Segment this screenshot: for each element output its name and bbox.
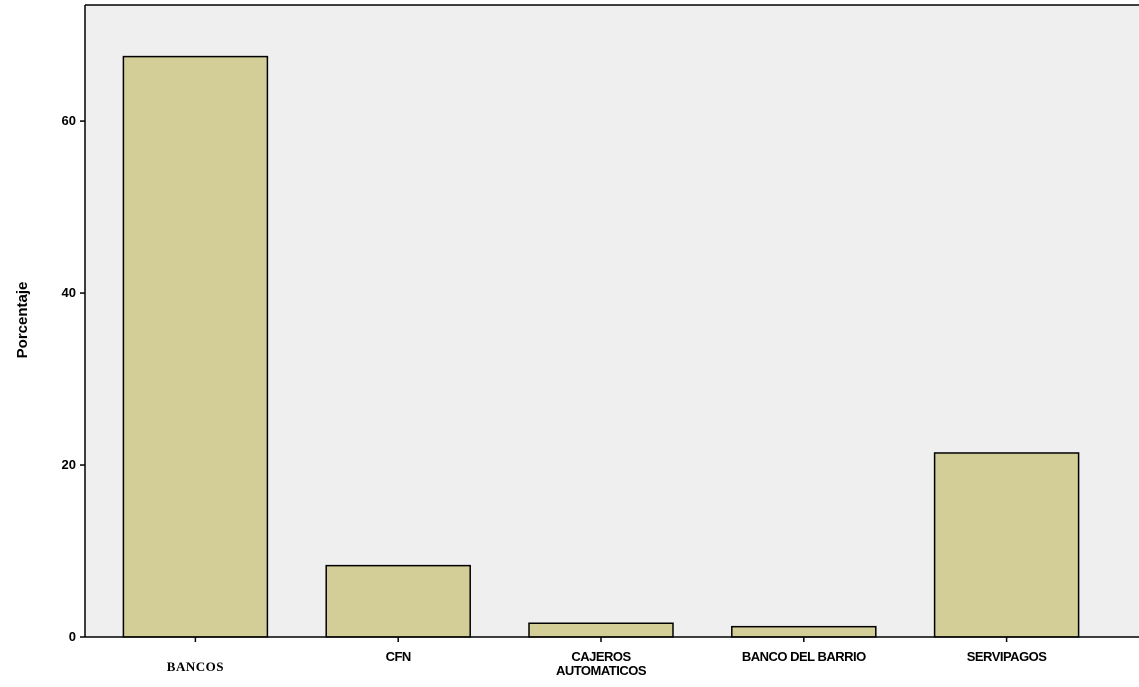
x-tick-label-1: CFN [386, 649, 411, 664]
x-labels-group: BANCOS CFN CAJEROS AUTOMATICOS BANCO DEL BAR… [167, 637, 1048, 678]
y-tick-label-0: 0 [69, 629, 76, 644]
y-tick-label-2: 40 [62, 285, 76, 300]
x-tick-label-4: SERVIPAGOS [967, 649, 1048, 664]
bar-1 [325, 564, 471, 638]
x-tick-label-2: CAJEROS AUTOMATICOS [556, 649, 647, 678]
bars-group [122, 55, 1080, 638]
y-tick-label-3: 60 [62, 113, 76, 128]
bar-2 [528, 622, 674, 638]
y-ticks-group: 0 20 40 60 [62, 113, 85, 644]
y-axis-label: Porcentaje [14, 282, 31, 359]
axes-group [84, 4, 1139, 638]
bar-0 [122, 55, 269, 638]
bar-3 [731, 625, 877, 638]
x-tick-label-0: BANCOS [167, 659, 224, 674]
x-tick-label-3: BANCO DEL BARRIO [742, 649, 866, 664]
y-tick-label-1: 20 [62, 457, 76, 472]
bar-4 [933, 452, 1080, 638]
